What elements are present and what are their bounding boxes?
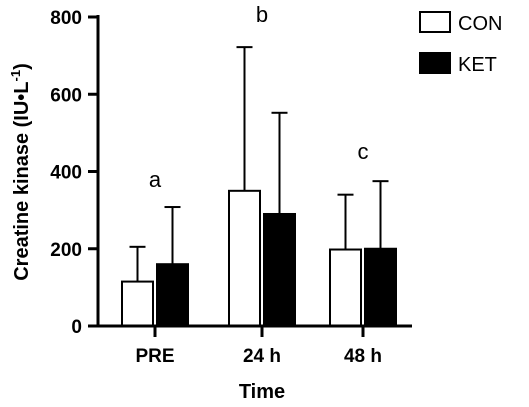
y-axis-title-l: L xyxy=(11,81,33,93)
x-axis-title: Time xyxy=(239,381,285,403)
y-axis-title-dot: • xyxy=(11,94,33,101)
y-axis-title: Creatine kinase (IU•L-1) xyxy=(8,63,33,281)
y-axis-title-sup: -1 xyxy=(8,70,23,82)
x-tick-label: 24 h xyxy=(243,346,281,367)
legend: CON KET xyxy=(419,11,502,76)
annotation-a: a xyxy=(149,167,162,192)
annotation-c: c xyxy=(358,139,369,164)
legend-label-con: CON xyxy=(458,13,502,35)
y-tick-label: 400 xyxy=(50,163,82,184)
x-tick-label: PRE xyxy=(135,346,174,367)
y-axis-title-close: ) xyxy=(11,63,33,70)
bar-con xyxy=(329,248,362,328)
bar-con xyxy=(228,189,261,327)
bar-ket xyxy=(364,247,397,327)
x-tick-label: 48 h xyxy=(344,346,382,367)
y-axis-title-main: Creatine kinase (IU xyxy=(11,101,33,281)
y-tick-label: 0 xyxy=(71,317,82,338)
annotation-b: b xyxy=(256,2,268,27)
legend-swatch-con xyxy=(419,11,451,33)
bar-ket xyxy=(263,212,296,327)
legend-label-ket: KET xyxy=(458,54,497,76)
bar-ket xyxy=(156,263,189,328)
bar-con xyxy=(121,280,154,327)
legend-swatch-ket xyxy=(419,52,451,74)
y-tick-label: 200 xyxy=(50,240,82,261)
y-tick-label: 600 xyxy=(50,85,82,106)
y-tick-label: 800 xyxy=(50,8,82,29)
